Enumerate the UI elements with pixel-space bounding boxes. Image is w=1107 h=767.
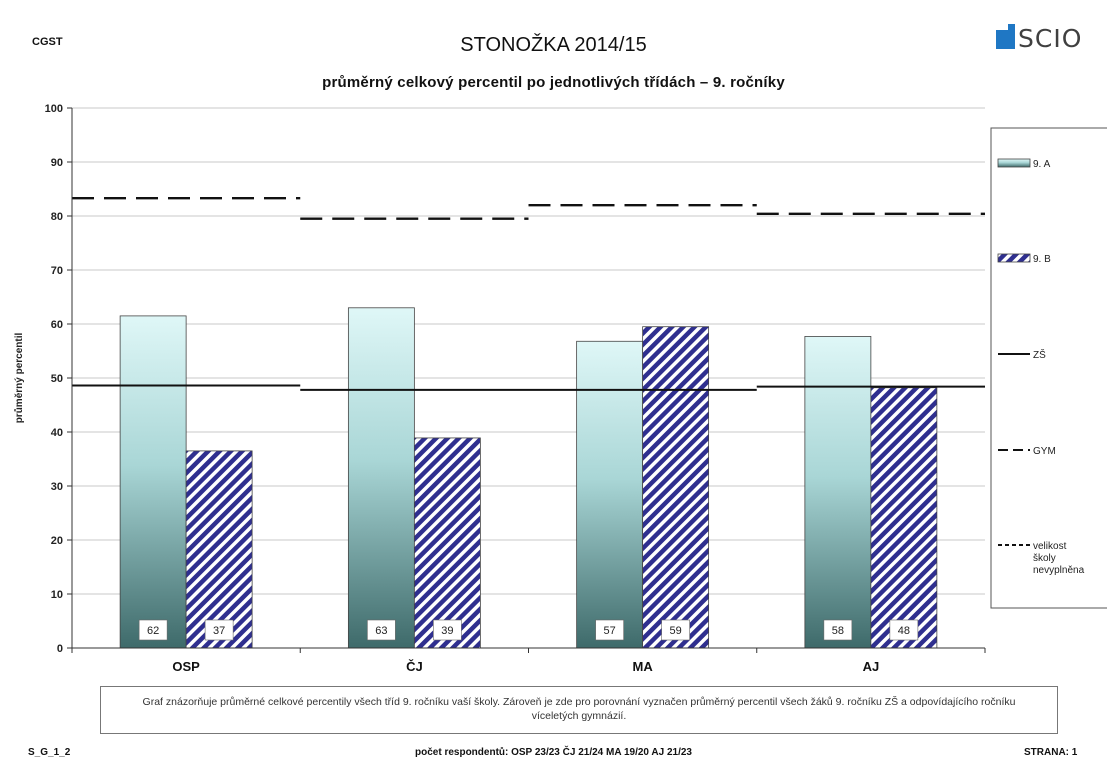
logo-mark-icon bbox=[996, 30, 1015, 49]
bar-9b bbox=[185, 450, 253, 649]
x-tick-label: MA bbox=[633, 659, 654, 674]
logo-dot-icon bbox=[1008, 24, 1015, 31]
data-label-box bbox=[433, 619, 462, 641]
y-tick-label: 50 bbox=[51, 373, 63, 385]
y-tick-label: 90 bbox=[51, 157, 63, 169]
axes: 0 10 20 30 40 50 60 70 80 90 100 průměrný percentil… bbox=[13, 103, 986, 674]
legend-box bbox=[990, 127, 1107, 609]
scio-logo: SCIO bbox=[996, 24, 1106, 54]
bars: 62 37 63 39 57 59 58 48 bbox=[119, 307, 938, 649]
y-tick-label: 80 bbox=[51, 211, 63, 223]
data-label: 62 bbox=[147, 625, 159, 637]
report-code: CGST bbox=[32, 36, 63, 48]
data-label: 58 bbox=[832, 625, 844, 637]
legend-label: velikost bbox=[1033, 541, 1067, 552]
footnote-text: Graf znázorňuje průměrné celkové percent… bbox=[142, 696, 1016, 722]
y-tick-label: 40 bbox=[51, 427, 63, 439]
data-label: 48 bbox=[898, 625, 910, 637]
bar-9b bbox=[642, 326, 710, 649]
page-number: STRANA: 1 bbox=[1024, 747, 1078, 758]
reference-lines bbox=[72, 196, 985, 391]
data-label-box bbox=[595, 619, 624, 641]
y-axis-label: průměrný percentil bbox=[13, 332, 25, 423]
data-label-box bbox=[823, 619, 853, 641]
legend-label: 9. B bbox=[1033, 254, 1051, 265]
legend-label: nevyplněna bbox=[1033, 565, 1085, 576]
legend-label: 9. A bbox=[1033, 159, 1051, 170]
chart-title: STONOŽKA 2014/15 bbox=[460, 34, 647, 56]
data-label: 37 bbox=[213, 625, 225, 637]
bar-9a bbox=[576, 340, 644, 649]
legend-label: školy bbox=[1033, 553, 1056, 564]
data-label-box bbox=[661, 619, 690, 641]
data-label: 57 bbox=[604, 625, 616, 637]
legend-swatch-9b bbox=[997, 253, 1031, 263]
x-tick-label: AJ bbox=[863, 659, 880, 674]
bar-9b bbox=[413, 437, 481, 649]
legend-swatch-9a bbox=[997, 158, 1031, 168]
data-label: 39 bbox=[441, 625, 453, 637]
x-tick-label: OSP bbox=[172, 659, 200, 674]
legend-label: ZŠ bbox=[1033, 348, 1046, 361]
bar-9b bbox=[870, 387, 938, 649]
page-code: S_G_1_2 bbox=[28, 747, 71, 758]
y-tick-label: 30 bbox=[51, 481, 63, 493]
bar-9a bbox=[347, 307, 415, 649]
data-label: 63 bbox=[375, 625, 387, 637]
y-tick-label: 100 bbox=[45, 103, 63, 115]
y-tick-label: 20 bbox=[51, 535, 63, 547]
y-tick-label: 60 bbox=[51, 319, 63, 331]
bar-9a bbox=[804, 336, 872, 649]
footnote-box: Graf znázorňuje průměrné celkové percent… bbox=[100, 686, 1058, 734]
data-label-box bbox=[367, 619, 396, 641]
chart-subtitle: průměrný celkový percentil po jednotlivý… bbox=[322, 74, 785, 91]
y-tick-label: 0 bbox=[57, 643, 63, 655]
y-tick-label: 70 bbox=[51, 265, 63, 277]
legend-label: GYM bbox=[1033, 446, 1056, 457]
data-label-box bbox=[889, 619, 919, 641]
respondents-count: počet respondentů: OSP 23/23 ČJ 21/24 MA… bbox=[415, 747, 692, 758]
x-tick-label: ČJ bbox=[406, 659, 423, 674]
y-tick-label: 10 bbox=[51, 589, 63, 601]
data-label-box bbox=[138, 619, 168, 641]
data-label: 59 bbox=[670, 625, 682, 637]
bar-9a bbox=[119, 315, 187, 649]
data-label-box bbox=[204, 619, 234, 641]
logo-text: SCIO bbox=[1018, 24, 1083, 53]
